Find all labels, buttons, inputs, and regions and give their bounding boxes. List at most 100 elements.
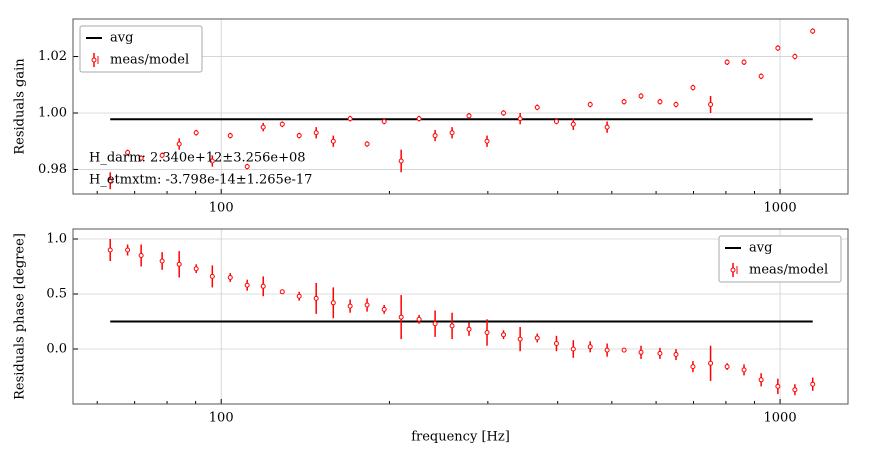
point bbox=[398, 158, 404, 164]
point bbox=[741, 367, 747, 373]
point bbox=[296, 133, 302, 139]
point bbox=[279, 121, 285, 127]
point bbox=[604, 124, 610, 130]
x-axis-label: frequency [Hz] bbox=[411, 430, 510, 445]
point bbox=[758, 73, 764, 79]
legend-swatch bbox=[91, 57, 97, 63]
point bbox=[416, 316, 422, 322]
point bbox=[244, 164, 250, 170]
y-tick-label: 1.00 bbox=[38, 105, 67, 120]
point bbox=[553, 118, 559, 124]
point bbox=[381, 306, 387, 312]
point bbox=[107, 178, 113, 184]
legend-label: meas/model bbox=[110, 53, 189, 68]
annotation: H_darm: 2.340e+12±3.256e+08 bbox=[89, 151, 306, 166]
axes-frame bbox=[72, 228, 849, 405]
point bbox=[313, 295, 319, 301]
point bbox=[708, 102, 714, 108]
point bbox=[466, 326, 472, 332]
legend-box bbox=[718, 235, 842, 283]
point bbox=[657, 99, 663, 105]
point bbox=[690, 364, 696, 370]
legend-box bbox=[79, 25, 203, 73]
point bbox=[398, 314, 404, 320]
y-tick-label: 1.02 bbox=[38, 49, 67, 64]
point bbox=[724, 59, 730, 65]
point bbox=[775, 45, 781, 51]
point bbox=[381, 118, 387, 124]
point bbox=[587, 344, 593, 350]
point bbox=[159, 152, 165, 158]
point bbox=[125, 150, 131, 156]
x-tick-label: 1000 bbox=[764, 201, 797, 216]
x-tick-label: 1000 bbox=[764, 411, 797, 426]
point bbox=[244, 282, 250, 288]
point bbox=[570, 121, 576, 127]
point bbox=[657, 350, 663, 356]
axes-frame bbox=[72, 18, 849, 195]
point bbox=[330, 300, 336, 306]
point bbox=[621, 99, 627, 105]
point bbox=[810, 381, 816, 387]
point bbox=[758, 377, 764, 383]
point bbox=[638, 349, 644, 355]
point bbox=[484, 330, 490, 336]
point bbox=[724, 364, 730, 370]
point bbox=[501, 110, 507, 116]
point bbox=[416, 116, 422, 122]
point bbox=[364, 141, 370, 147]
point bbox=[193, 266, 199, 272]
point bbox=[138, 155, 144, 161]
point bbox=[330, 138, 336, 144]
point bbox=[227, 133, 233, 139]
annotation: H_etmxtm: -3.798e-14±1.265e-17 bbox=[89, 173, 312, 188]
point bbox=[604, 347, 610, 353]
point bbox=[501, 332, 507, 338]
y-tick-label: 0.5 bbox=[46, 287, 67, 302]
y-axis-label: Residuals phase [degree] bbox=[13, 233, 28, 400]
legend-label: meas/model bbox=[749, 263, 828, 278]
point bbox=[534, 104, 540, 110]
point bbox=[741, 59, 747, 65]
point bbox=[517, 336, 523, 342]
point bbox=[690, 85, 696, 91]
y-tick-label: 0.98 bbox=[38, 162, 67, 177]
point bbox=[432, 133, 438, 139]
point bbox=[449, 130, 455, 136]
point bbox=[227, 275, 233, 281]
point bbox=[621, 347, 627, 353]
point bbox=[347, 303, 353, 309]
point bbox=[176, 261, 182, 267]
point bbox=[638, 93, 644, 99]
y-tick-label: 1.0 bbox=[46, 232, 67, 247]
point bbox=[708, 360, 714, 366]
x-tick-label: 100 bbox=[209, 201, 234, 216]
point bbox=[484, 138, 490, 144]
point bbox=[364, 302, 370, 308]
point bbox=[176, 141, 182, 147]
point bbox=[792, 54, 798, 60]
legend-label: avg bbox=[749, 241, 772, 256]
point bbox=[138, 253, 144, 259]
point bbox=[432, 321, 438, 327]
point bbox=[810, 28, 816, 34]
point bbox=[347, 116, 353, 122]
point bbox=[534, 335, 540, 341]
point bbox=[775, 383, 781, 389]
point bbox=[466, 113, 472, 119]
point bbox=[193, 130, 199, 136]
point bbox=[260, 124, 266, 130]
point bbox=[107, 247, 113, 253]
point bbox=[517, 116, 523, 122]
legend-swatch bbox=[730, 267, 736, 273]
y-axis-label: Residuals gain bbox=[13, 58, 28, 155]
point bbox=[260, 283, 266, 289]
legend-label: avg bbox=[110, 31, 133, 46]
point bbox=[673, 352, 679, 358]
point bbox=[209, 273, 215, 279]
y-tick-label: 0.0 bbox=[46, 342, 67, 357]
point bbox=[449, 323, 455, 329]
point bbox=[209, 158, 215, 164]
